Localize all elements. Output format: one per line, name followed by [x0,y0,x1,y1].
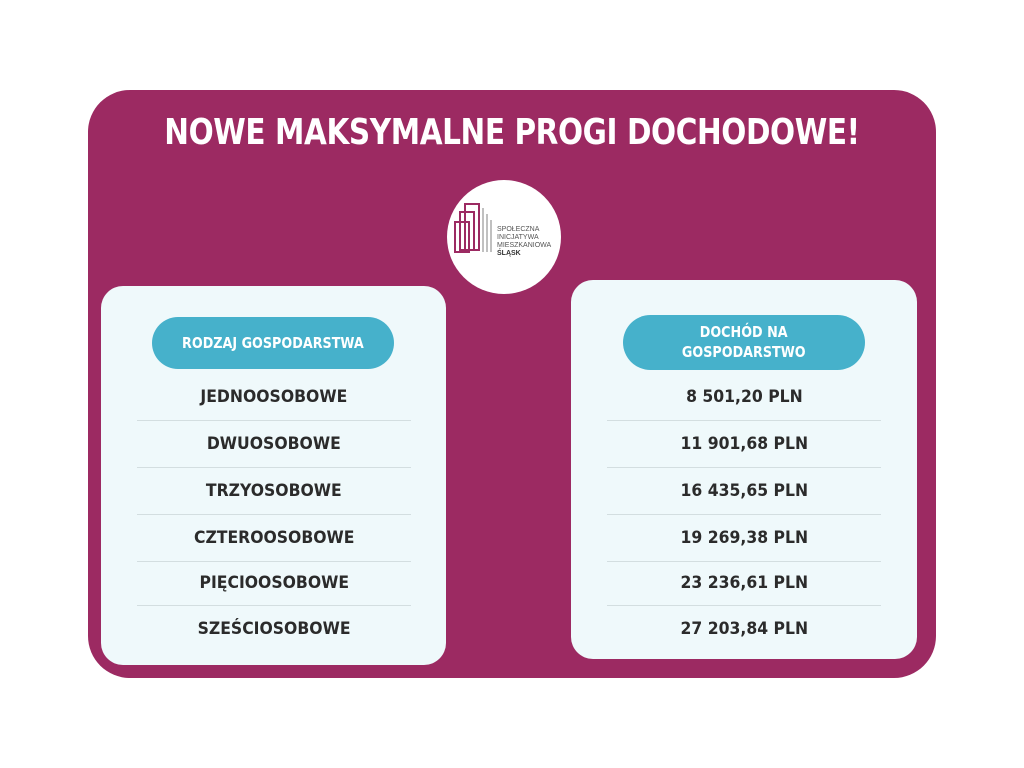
row-label: CZTEROOSOBOWE [193,528,355,548]
household-type-card: RODZAJ GOSPODARSTWA JEDNOOSOBOWE DWUOSOB… [101,286,446,665]
list-item: 23 236,61 PLN [607,562,881,606]
list-item: 27 203,84 PLN [607,606,881,652]
list-item: JEDNOOSOBOWE [137,374,411,421]
list-item: 8 501,20 PLN [607,374,881,421]
logo-line: MIESZKANIOWA [497,242,552,249]
page-title: NOWE MAKSYMALNE PROGI DOCHODOWE! [164,112,860,153]
header-label: RODZAJ GOSPODARSTWA [182,334,364,352]
income-list: 8 501,20 PLN 11 901,68 PLN 16 435,65 PLN… [607,374,881,652]
row-label: TRZYOSOBOWE [206,481,342,501]
household-type-header: RODZAJ GOSPODARSTWA [152,317,394,369]
list-item: SZEŚCIOSOBOWE [137,606,411,652]
list-item: DWUOSOBOWE [137,421,411,468]
row-value: 11 901,68 PLN [680,434,808,454]
logo-line: INICJATYWA [497,234,539,241]
logo-line-bold: ŚLĄSK [497,250,521,257]
row-value: 8 501,20 PLN [685,387,803,407]
row-value: 27 203,84 PLN [680,619,808,639]
row-value: 23 236,61 PLN [680,573,808,593]
row-label: SZEŚCIOSOBOWE [197,619,351,639]
logo: SPOŁECZNA INICJATYWA MIESZKANIOWA ŚLĄSK [447,180,561,294]
list-item: 19 269,38 PLN [607,515,881,562]
list-item: 16 435,65 PLN [607,468,881,515]
household-type-list: JEDNOOSOBOWE DWUOSOBOWE TRZYOSOBOWE CZTE… [137,374,411,652]
row-label: JEDNOOSOBOWE [200,387,348,407]
list-item: TRZYOSOBOWE [137,468,411,515]
logo-line: SPOŁECZNA [497,226,540,233]
row-value: 19 269,38 PLN [680,528,808,548]
header-label: DOCHÓD NA [700,323,788,341]
list-item: 11 901,68 PLN [607,421,881,468]
header-label: GOSPODARSTWO [682,343,806,361]
income-header: DOCHÓD NA GOSPODARSTWO [623,315,865,370]
list-item: CZTEROOSOBOWE [137,515,411,562]
building-logo-icon [454,203,492,253]
row-value: 16 435,65 PLN [680,481,808,501]
income-card: DOCHÓD NA GOSPODARSTWO 8 501,20 PLN 11 9… [571,280,917,659]
logo-text: SPOŁECZNA INICJATYWA MIESZKANIOWA ŚLĄSK [497,226,551,258]
row-label: PIĘCIOOSOBOWE [199,573,349,593]
row-label: DWUOSOBOWE [207,434,341,454]
list-item: PIĘCIOOSOBOWE [137,562,411,606]
